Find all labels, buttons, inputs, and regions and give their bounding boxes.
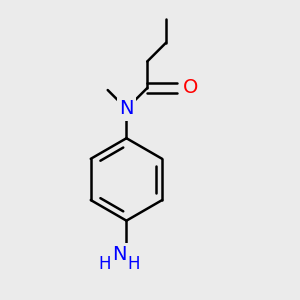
Text: O: O <box>183 79 198 98</box>
Text: N: N <box>112 245 126 264</box>
Text: H: H <box>128 255 140 273</box>
Text: H: H <box>98 255 111 273</box>
Text: N: N <box>119 99 134 118</box>
